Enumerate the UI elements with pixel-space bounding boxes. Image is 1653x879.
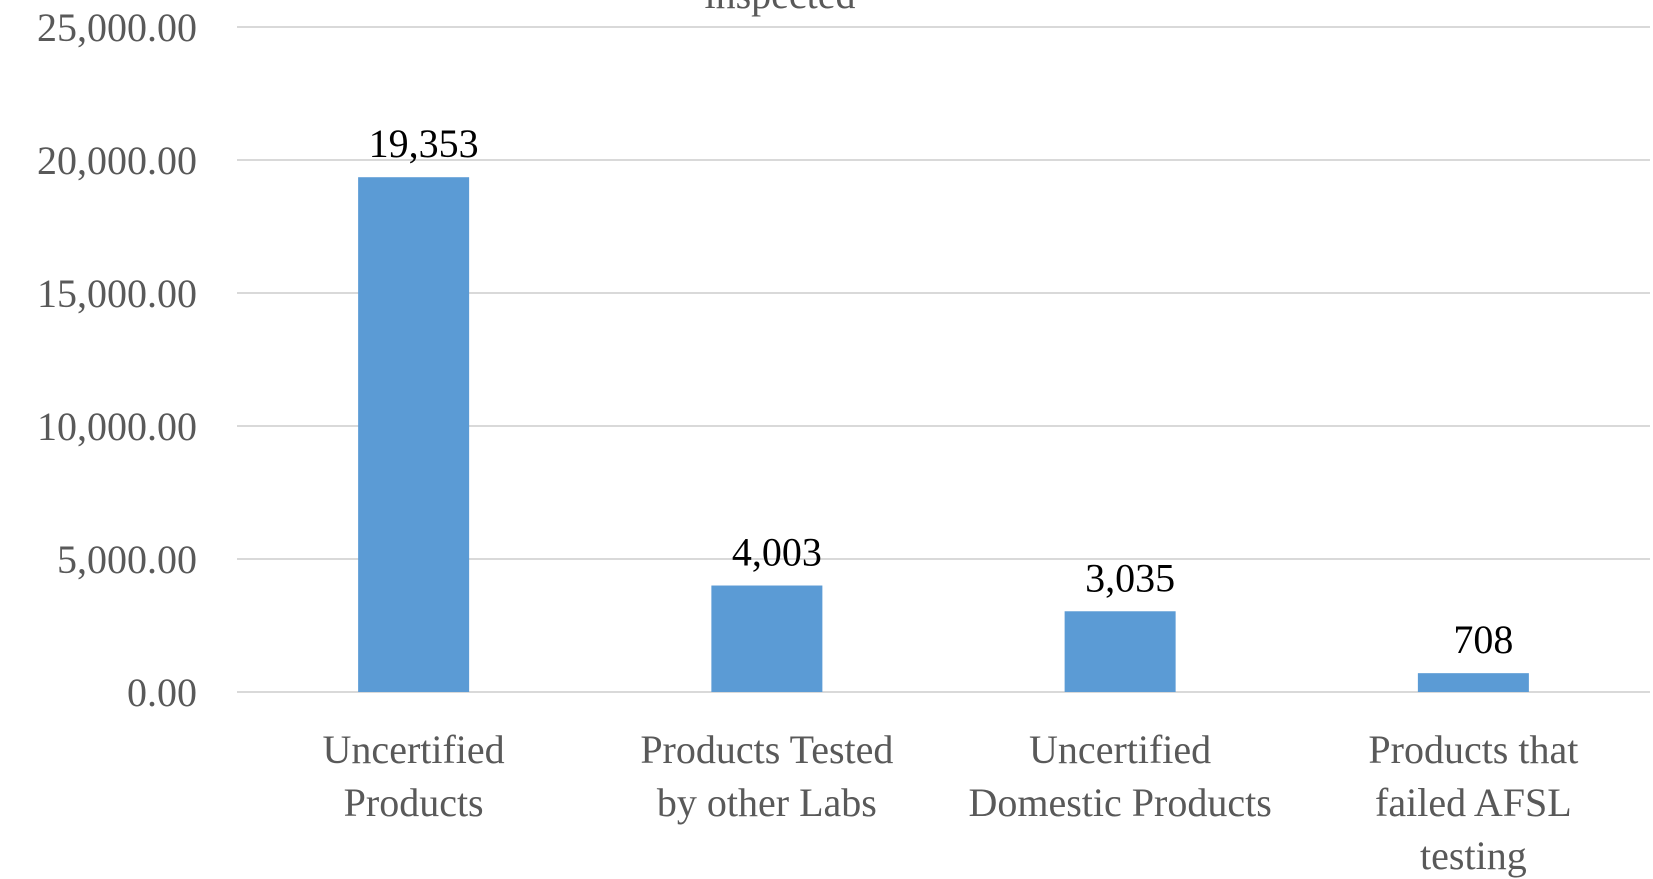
data-labels: 19,353 4,003 3,035 708 (369, 121, 1514, 662)
category-label-line: testing (1420, 833, 1527, 878)
data-label: 4,003 (732, 530, 822, 575)
y-tick-label: 20,000.00 (37, 138, 197, 183)
data-label: 19,353 (369, 121, 479, 166)
bars (358, 177, 1529, 692)
y-tick-label: 0.00 (127, 670, 197, 715)
category-label: Uncertified Products (323, 727, 505, 825)
bar (358, 177, 470, 692)
category-label-line: by other Labs (657, 780, 877, 825)
y-axis-tick-labels: 0.00 5,000.00 10,000.00 15,000.00 20,000.00 2… (37, 5, 197, 715)
data-label: 3,035 (1085, 555, 1175, 600)
bar (1417, 673, 1529, 692)
bar (711, 585, 823, 692)
category-label-line: failed AFSL (1375, 780, 1572, 825)
data-label: 708 (1453, 617, 1513, 662)
gridlines (237, 26, 1650, 693)
category-label: Uncertified Domestic Products (968, 727, 1271, 825)
category-label-line: Products (344, 780, 484, 825)
category-label-line: Products Tested (640, 727, 893, 772)
category-labels: Uncertified Products Products Tested by oth… (323, 727, 1579, 878)
category-label-line: Uncertified (1029, 727, 1211, 772)
category-label-line: Uncertified (323, 727, 505, 772)
category-label: Products that failed AFSL testing (1368, 727, 1578, 878)
chart-title: inspected (704, 0, 855, 17)
y-tick-label: 5,000.00 (57, 537, 197, 582)
category-label-line: Products that (1368, 727, 1578, 772)
y-tick-label: 10,000.00 (37, 404, 197, 449)
category-label: Products Tested by other Labs (640, 727, 893, 825)
bar (1064, 611, 1176, 692)
chart-title-layer: inspected (704, 0, 855, 17)
y-tick-label: 25,000.00 (37, 5, 197, 50)
y-tick-label: 15,000.00 (37, 271, 197, 316)
category-label-line: Domestic Products (968, 780, 1271, 825)
